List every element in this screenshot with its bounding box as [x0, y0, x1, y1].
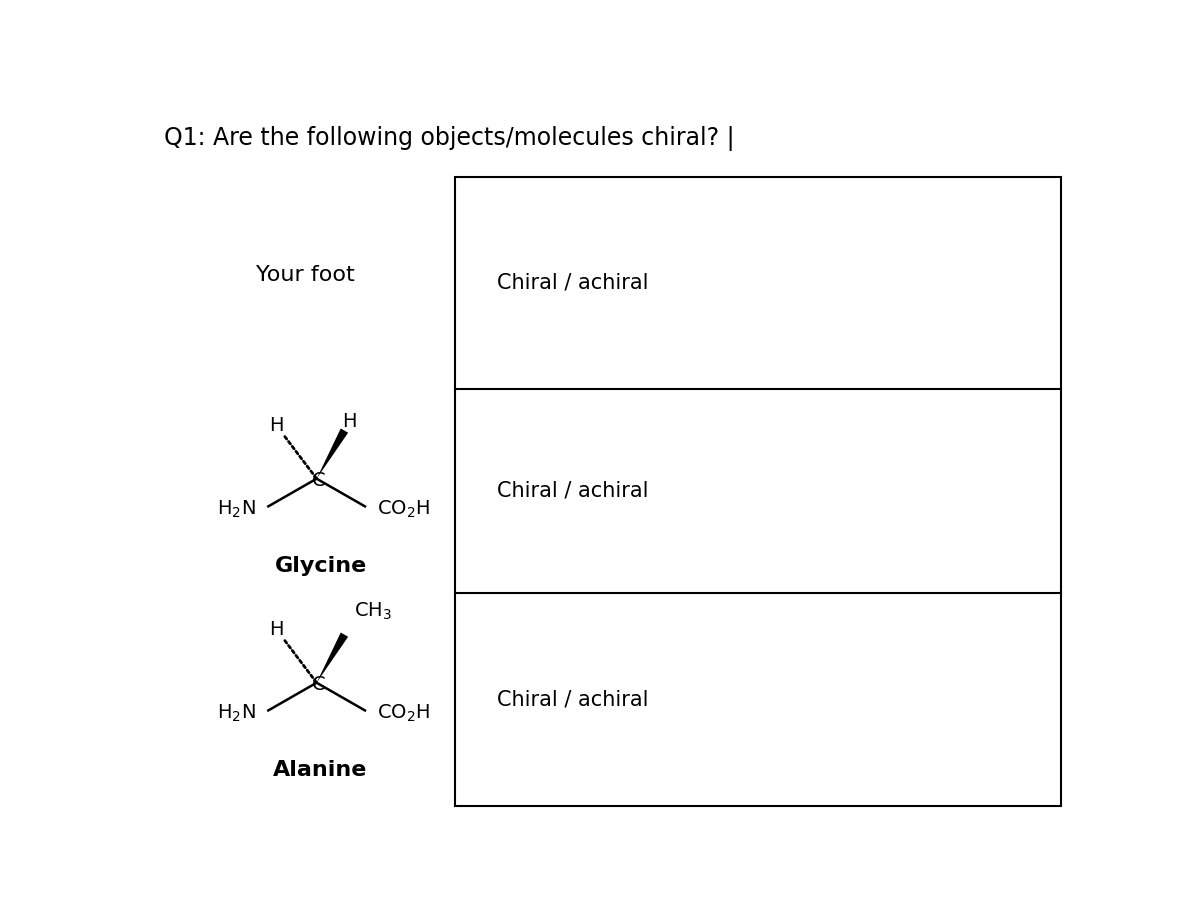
Text: Chiral / achiral: Chiral / achiral: [497, 273, 649, 293]
Text: Your foot: Your foot: [256, 265, 354, 285]
Polygon shape: [317, 428, 348, 479]
Text: Chiral / achiral: Chiral / achiral: [497, 689, 649, 709]
Text: H: H: [269, 416, 284, 435]
Polygon shape: [317, 633, 348, 683]
Text: $\mathregular{H_2N}$: $\mathregular{H_2N}$: [217, 703, 257, 724]
Text: Glycine: Glycine: [275, 555, 367, 575]
Text: $\mathregular{CH_3}$: $\mathregular{CH_3}$: [354, 601, 391, 623]
Text: H: H: [269, 620, 284, 639]
Bar: [455, 177, 1061, 806]
Text: Alanine: Alanine: [274, 760, 367, 780]
Text: H: H: [342, 412, 358, 431]
Text: C: C: [312, 674, 325, 694]
Text: Chiral / achiral: Chiral / achiral: [497, 481, 649, 501]
Text: $\mathregular{CO_2H}$: $\mathregular{CO_2H}$: [377, 703, 430, 724]
Text: $\mathregular{H_2N}$: $\mathregular{H_2N}$: [217, 499, 257, 520]
Text: Q1: Are the following objects/molecules chiral? |: Q1: Are the following objects/molecules …: [164, 125, 734, 151]
Text: C: C: [312, 471, 325, 490]
Text: $\mathregular{CO_2H}$: $\mathregular{CO_2H}$: [377, 499, 430, 520]
